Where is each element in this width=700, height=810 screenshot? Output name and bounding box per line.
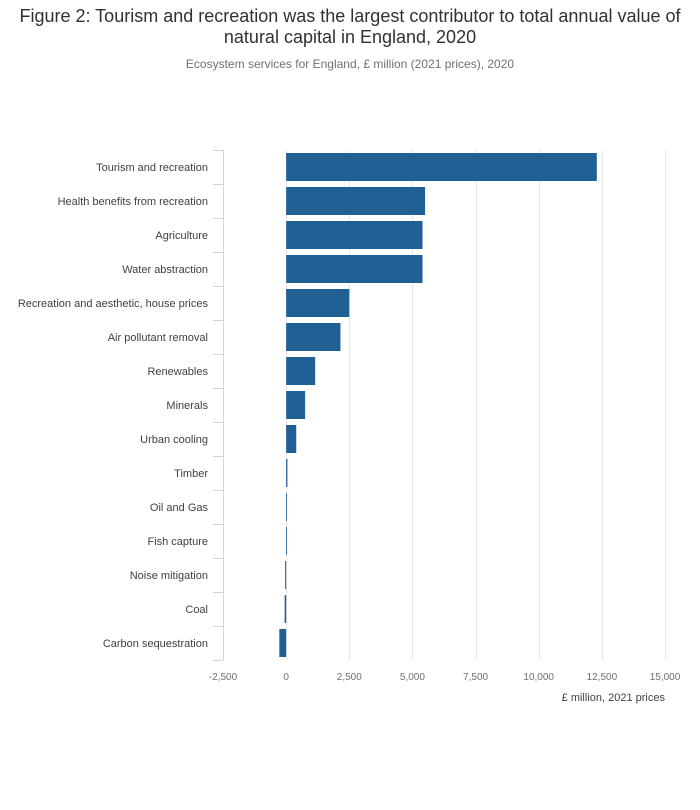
x-tick-label: 7,500 [463,672,488,683]
category-label: Air pollutant removal [108,332,208,344]
bar-noise-mitigation [285,561,287,589]
bar-health-benefits-from-recreation [286,187,426,215]
category-label: Carbon sequestration [103,638,208,650]
chart-title: Figure 2: Tourism and recreation was the… [19,6,681,47]
category-label: Minerals [166,400,208,412]
chart-subtitle: Ecosystem services for England, £ millio… [185,57,515,71]
bars [279,153,597,657]
category-label: Health benefits from recreation [58,196,208,208]
x-axis-title: £ million, 2021 prices [562,692,666,704]
category-label: Urban cooling [140,434,208,446]
bar-timber [286,459,288,487]
bar-minerals [286,391,306,419]
x-tick-labels: -2,500 0 2,500 5,000 7,500 10,000 12,500 15,000 [209,672,681,683]
chart-header: Figure 2: Tourism and recreation was the… [0,6,700,71]
category-label: Renewables [147,366,208,378]
bar-water-abstraction [286,255,423,283]
bar-fish-capture [286,527,287,555]
x-tick-label: 10,000 [523,672,554,683]
bar-air-pollutant-removal [286,323,341,351]
category-label: Oil and Gas [150,502,209,514]
category-label: Coal [185,604,208,616]
bar-recreation-and-aesthetic-house-prices [286,289,350,317]
category-label: Fish capture [147,536,208,548]
x-tick-label: 0 [283,672,289,683]
category-label: Noise mitigation [130,570,208,582]
category-labels: Tourism and recreation Health benefits fr… [18,162,209,650]
bar-agriculture [286,221,423,249]
x-tick-label: -2,500 [209,672,238,683]
x-tick-label: 5,000 [400,672,425,683]
bar-coal [284,595,287,623]
category-label: Recreation and aesthetic, house prices [18,298,209,310]
bar-carbon-sequestration [279,629,287,657]
x-tick-label: 12,500 [587,672,618,683]
category-label: Tourism and recreation [96,162,208,174]
category-axis [213,150,224,661]
bar-oil-and-gas [286,493,287,521]
bar-urban-cooling [286,425,297,453]
x-tick-label: 15,000 [650,672,681,683]
category-label: Agriculture [155,230,208,242]
bar-renewables [286,357,316,385]
category-label: Water abstraction [122,264,208,276]
category-label: Timber [174,468,208,480]
x-tick-label: 2,500 [337,672,362,683]
bar-tourism-and-recreation [286,153,597,181]
